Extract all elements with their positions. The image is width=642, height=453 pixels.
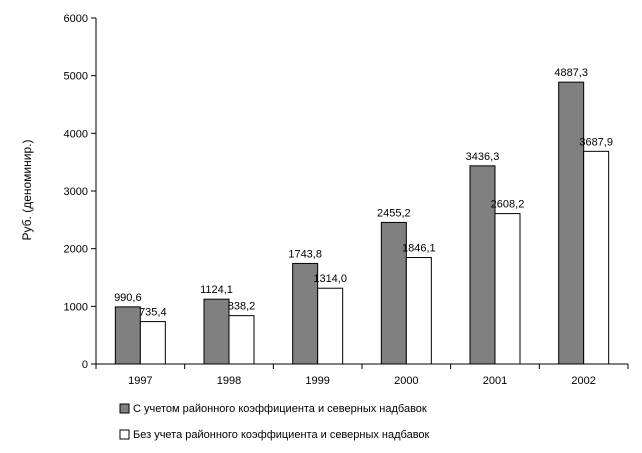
x-tick-label: 1999 <box>305 375 329 387</box>
data-label-series-2: 2608,2 <box>491 199 525 211</box>
x-axis: 1997 1998 1999 2000 2001 2002 <box>95 363 629 387</box>
legend-swatch-series-1 <box>119 403 130 414</box>
y-tick-label: 6000 <box>64 13 88 25</box>
bar-series-1 <box>203 298 230 365</box>
bar-series-2 <box>583 150 610 365</box>
bar-series-1 <box>469 165 496 365</box>
legend-label-series-2: Без учета районного коэффициента и север… <box>133 429 430 441</box>
x-tick-label: 2000 <box>394 375 418 387</box>
x-tick-label: 1997 <box>128 375 152 387</box>
legend-label-series-1: С учетом районного коэффициента и северн… <box>133 403 427 415</box>
y-tick-label: 4000 <box>64 128 88 140</box>
y-tick-label: 0 <box>82 359 88 371</box>
bar-series-2 <box>228 315 255 365</box>
bars <box>114 81 610 365</box>
data-labels: 990,6 735,4 1124,1 838,2 1743,8 1314,0 2455,2 1… <box>114 67 613 318</box>
y-tick-label: 5000 <box>64 71 88 83</box>
data-label-series-1: 2455,2 <box>377 207 411 219</box>
bar-series-1 <box>380 221 407 365</box>
data-label-series-1: 1743,8 <box>288 248 322 260</box>
y-axis: 0 1000 2000 3000 4000 5000 6000 <box>64 13 97 371</box>
data-label-series-1: 4887,3 <box>554 67 588 79</box>
y-tick-label: 1000 <box>64 301 88 313</box>
data-label-series-1: 990,6 <box>114 292 142 304</box>
x-tick-label: 1998 <box>217 375 241 387</box>
bar-series-1 <box>114 306 141 365</box>
bar-series-2 <box>317 287 344 365</box>
data-label-series-1: 1124,1 <box>200 284 233 296</box>
data-label-series-1: 3436,3 <box>466 151 500 163</box>
bar-series-2 <box>405 257 432 365</box>
bar-series-2 <box>139 321 166 365</box>
bar-series-1 <box>292 262 319 365</box>
data-label-series-2: 1846,1 <box>402 243 436 255</box>
x-tick-label: 2001 <box>483 375 507 387</box>
data-label-series-2: 838,2 <box>228 301 256 313</box>
data-label-series-2: 735,4 <box>139 307 167 319</box>
bar-series-1 <box>558 81 585 365</box>
data-label-series-2: 3687,9 <box>579 136 613 148</box>
y-axis-title: Руб. (деноминир.) <box>20 140 34 241</box>
y-tick-label: 3000 <box>64 186 88 198</box>
x-tick-label: 2002 <box>571 375 595 387</box>
legend-swatch-series-2 <box>119 429 130 440</box>
bar-series-2 <box>494 213 521 365</box>
y-tick-label: 2000 <box>64 244 88 256</box>
legend: С учетом районного коэффициента и северн… <box>119 403 430 441</box>
data-label-series-2: 1314,0 <box>313 273 347 285</box>
